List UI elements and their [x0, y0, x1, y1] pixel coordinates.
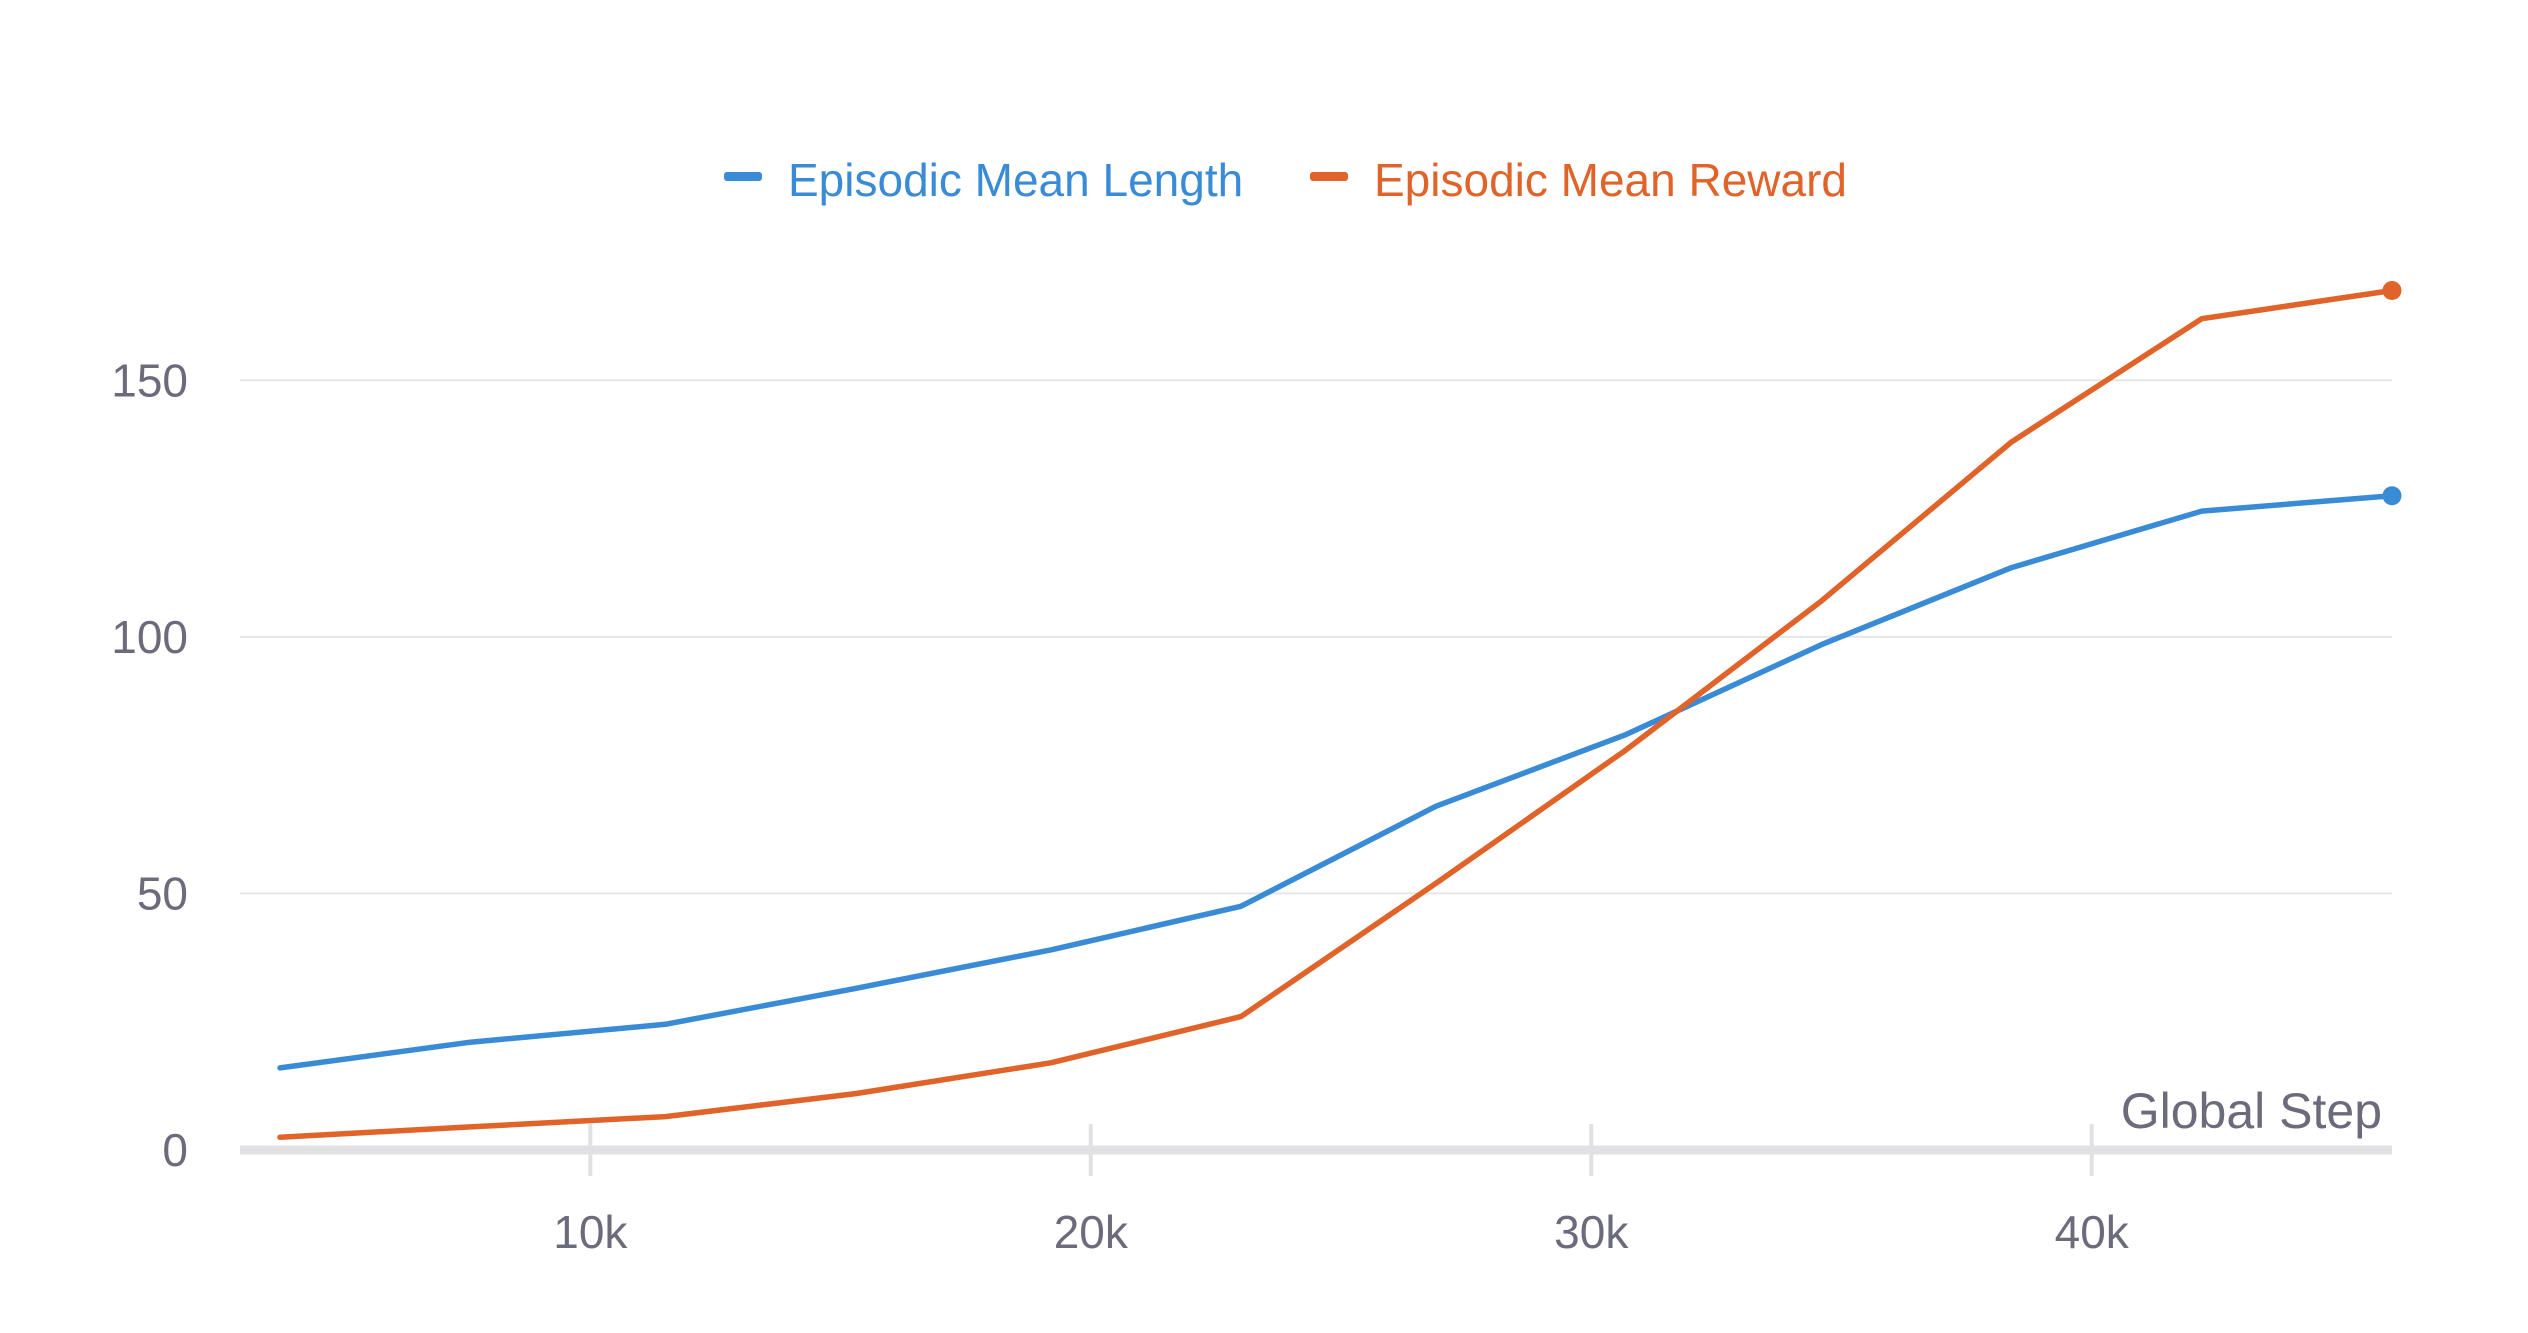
x-tick-label: 30k	[1554, 1206, 1629, 1258]
x-tick-label: 20k	[1054, 1206, 1129, 1258]
y-tick-label: 150	[111, 354, 188, 406]
legend-label: Episodic Mean Length	[788, 154, 1243, 206]
x-tick-label: 10k	[553, 1206, 628, 1258]
y-axis-tick-labels: 0 50 100 150	[111, 354, 188, 1176]
legend: Episodic Mean Length Episodic Mean Reward	[724, 154, 1847, 206]
x-axis	[240, 1124, 2392, 1176]
grid-lines	[240, 379, 2392, 895]
series-end-marker	[2382, 486, 2402, 506]
legend-swatch	[1310, 172, 1348, 181]
x-tick-label: 40k	[2055, 1206, 2130, 1258]
y-tick-label: 100	[111, 611, 188, 663]
series-end-marker	[2382, 280, 2402, 300]
legend-swatch	[724, 172, 762, 181]
series-line	[277, 492, 2395, 1071]
x-axis-tick-labels: 10k 20k 30k 40k	[553, 1206, 2130, 1258]
y-tick-label: 50	[137, 867, 188, 919]
series-lines	[277, 280, 2402, 1140]
legend-label: Episodic Mean Reward	[1374, 154, 1847, 206]
x-axis-title: Global Step	[2121, 1083, 2382, 1139]
y-tick-label: 0	[162, 1124, 188, 1176]
series-line	[277, 287, 2395, 1140]
